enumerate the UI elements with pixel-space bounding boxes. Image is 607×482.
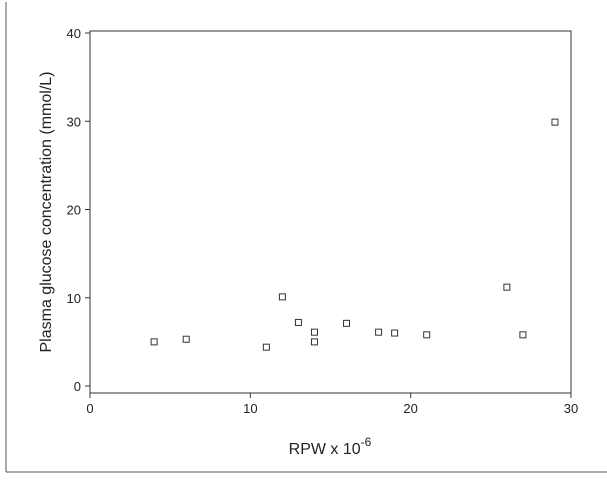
plot-area-frame — [89, 30, 572, 394]
data-point — [423, 331, 431, 339]
x-axis-label-text: RPW x 10 — [289, 441, 361, 458]
data-point — [294, 318, 302, 326]
data-point — [551, 118, 559, 126]
data-point — [375, 328, 383, 336]
y-tick-label: 40 — [67, 26, 81, 41]
x-tick-label: 0 — [86, 401, 93, 416]
data-point — [343, 319, 351, 327]
data-points — [150, 118, 559, 351]
data-point — [278, 293, 286, 301]
x-tick-label: 10 — [243, 401, 257, 416]
y-tick-label: 0 — [74, 379, 81, 394]
x-axis: 0 10 20 30 — [86, 393, 578, 416]
data-point — [310, 328, 318, 336]
y-tick-label: 30 — [67, 114, 81, 129]
x-tick-label: 30 — [564, 401, 578, 416]
x-axis-label: RPW x 10-6 — [289, 435, 372, 458]
data-point — [150, 338, 158, 346]
data-point — [503, 283, 511, 291]
x-axis-label-exponent: -6 — [361, 435, 372, 449]
y-axis-label: Plasma glucose concentration (mmol/L) — [38, 71, 55, 352]
data-point — [182, 335, 190, 343]
y-tick-label: 10 — [67, 291, 81, 306]
data-point — [262, 343, 270, 351]
y-tick-label: 20 — [67, 203, 81, 218]
data-point — [391, 329, 399, 337]
data-point — [519, 331, 527, 339]
data-point — [310, 338, 318, 346]
x-tick-label: 20 — [403, 401, 417, 416]
y-axis: 0 10 20 30 40 — [67, 26, 90, 394]
